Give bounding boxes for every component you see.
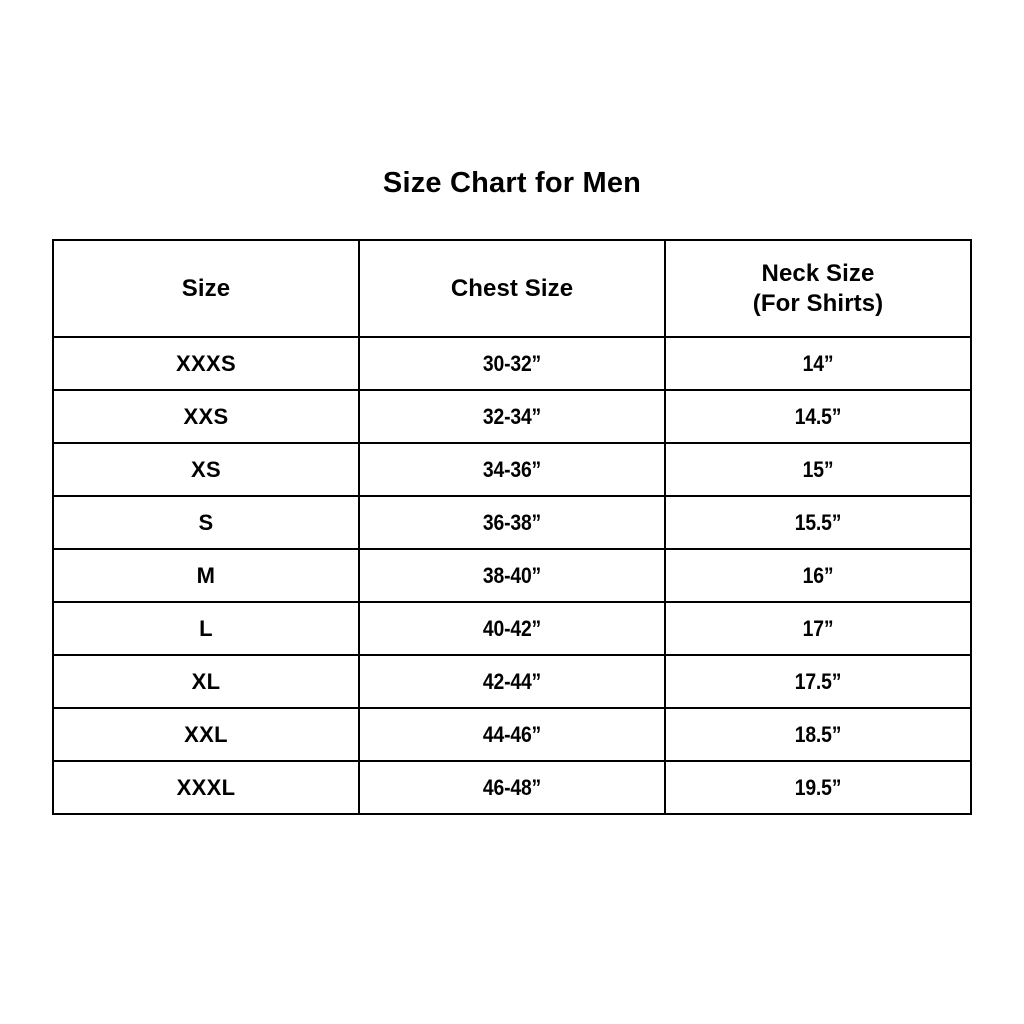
cell-chest: 32-34” <box>376 389 648 444</box>
table-row: XXXS 30-32” 14” <box>52 336 971 391</box>
cell-neck: 17.5” <box>682 654 954 709</box>
cell-neck: 15” <box>682 442 954 497</box>
cell-size: XXS <box>52 389 360 444</box>
table-row: XL 42-44” 17.5” <box>52 654 971 709</box>
cell-neck: 18.5” <box>682 707 954 762</box>
cell-neck: 19.5” <box>682 760 954 815</box>
size-chart-table: Size Chest Size Neck Size (For Shirts) X… <box>52 239 972 815</box>
table-row: XXL 44-46” 18.5” <box>52 707 971 762</box>
table-row: S 36-38” 15.5” <box>52 495 971 550</box>
cell-size: XXXS <box>52 336 360 391</box>
cell-size: XXL <box>52 707 360 762</box>
column-header-size: Size <box>52 239 360 338</box>
cell-chest: 30-32” <box>376 336 648 391</box>
table-header: Size Chest Size Neck Size (For Shirts) <box>52 239 972 338</box>
table-row: XXXL 46-48” 19.5” <box>52 760 971 815</box>
column-header-chest-size: Chest Size <box>358 239 666 338</box>
page-title: Size Chart for Men <box>382 167 642 199</box>
column-header-neck-size-label: Neck Size <box>761 259 875 287</box>
cell-chest: 42-44” <box>376 654 648 709</box>
column-header-neck-size-sublabel: (For Shirts) <box>752 289 884 317</box>
cell-size: XL <box>52 654 360 709</box>
table-header-row: Size Chest Size Neck Size (For Shirts) <box>52 239 972 338</box>
column-header-size-label: Size <box>181 274 231 302</box>
cell-chest: 44-46” <box>376 707 648 762</box>
table-row: XS 34-36” 15” <box>52 442 971 497</box>
table-body: XXXS 30-32” 14” XXS 32-34” 14.5” XS 34-3… <box>52 336 971 815</box>
cell-neck: 17” <box>682 601 954 656</box>
cell-size: XXXL <box>52 760 360 815</box>
cell-chest: 38-40” <box>376 548 648 603</box>
column-header-chest-size-label: Chest Size <box>450 274 574 302</box>
cell-chest: 34-36” <box>376 442 648 497</box>
cell-chest: 40-42” <box>376 601 648 656</box>
cell-neck: 15.5” <box>682 495 954 550</box>
cell-size: M <box>52 548 360 603</box>
cell-neck: 14” <box>682 336 954 391</box>
cell-neck: 14.5” <box>682 389 954 444</box>
cell-neck: 16” <box>682 548 954 603</box>
table-row: M 38-40” 16” <box>52 548 971 603</box>
cell-chest: 46-48” <box>376 760 648 815</box>
table-row: XXS 32-34” 14.5” <box>52 389 971 444</box>
table-row: L 40-42” 17” <box>52 601 971 656</box>
cell-size: XS <box>52 442 360 497</box>
cell-size: L <box>52 601 360 656</box>
column-header-neck-size: Neck Size (For Shirts) <box>664 239 972 338</box>
cell-size: S <box>52 495 360 550</box>
cell-chest: 36-38” <box>376 495 648 550</box>
